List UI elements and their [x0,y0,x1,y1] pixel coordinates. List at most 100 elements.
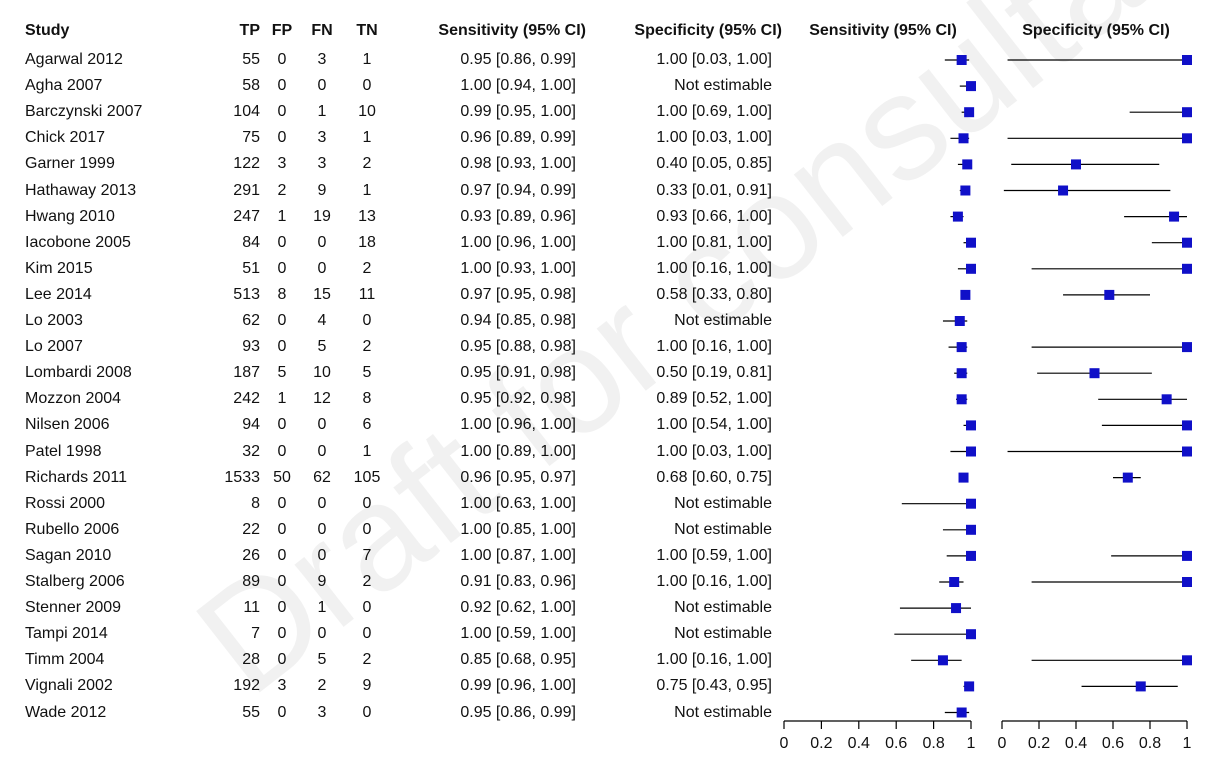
tp-value: 291 [233,181,260,199]
study-name: Sagan 2010 [25,546,112,564]
sensitivity-ci-text: 0.95 [0.92, 0.98] [460,390,576,408]
sensitivity-point [952,211,963,222]
specificity-ci-text: 1.00 [0.16, 1.00] [656,651,772,669]
specificity-tick-label: 0.8 [1139,735,1161,752]
tp-value: 11 [243,599,260,617]
fp-value: 3 [277,677,287,695]
sensitivity-point [966,629,976,640]
sensitivity-ci-text: 0.99 [0.96, 1.00] [460,677,576,695]
specificity-point [1135,681,1146,692]
fn-value: 15 [313,285,331,303]
sensitivity-ci-text: 0.97 [0.95, 0.98] [460,285,576,303]
tp-value: 247 [233,207,260,225]
specificity-ci-text: 1.00 [0.03, 1.00] [656,51,772,68]
fn-value: 0 [317,625,327,643]
sensitivity-point [962,159,973,170]
study-name: Rubello 2006 [25,520,120,538]
specificity-point [1089,368,1100,379]
tn-value: 0 [362,599,372,617]
specificity-ci-text: 1.00 [0.69, 1.00] [656,103,772,121]
sensitivity-ci-text: 0.85 [0.68, 0.95] [460,651,576,669]
study-name: Mozzon 2004 [25,390,122,408]
sensitivity-tick-label: 0.4 [848,735,870,752]
study-name: Tampi 2014 [25,625,108,643]
fp-value: 0 [277,259,287,277]
specificity-ci-text: 0.89 [0.52, 1.00] [656,390,772,408]
tp-value: 242 [233,390,260,408]
study-name: Lo 2007 [25,338,83,356]
fp-value: 0 [277,312,287,329]
sensitivity-point [966,524,976,535]
sensitivity-ci-text: 1.00 [0.94, 1.00] [460,77,576,95]
header-sensitivity-plot: Sensitivity (95% CI) [809,22,957,39]
specificity-ci-text: 1.00 [0.59, 1.00] [656,546,772,564]
tn-value: 6 [362,416,372,434]
sensitivity-point [966,263,976,274]
sensitivity-ci-text: 0.98 [0.93, 1.00] [460,155,576,173]
tn-value: 1 [362,442,372,460]
sensitivity-ci-text: 0.91 [0.83, 0.96] [460,573,576,590]
sensitivity-point [956,368,967,379]
sensitivity-point [966,420,976,431]
sensitivity-point [956,394,967,405]
specificity-ci-text: 1.00 [0.16, 1.00] [656,338,772,356]
specificity-tick-label: 0.6 [1102,735,1124,752]
fn-value: 0 [317,416,327,434]
fn-value: 12 [313,390,331,408]
sensitivity-point [966,446,976,457]
sensitivity-point [951,603,962,614]
header-tp: TP [239,22,260,39]
specificity-point [1182,342,1192,353]
fp-value: 0 [277,703,287,721]
specificity-ci-text: Not estimable [674,520,772,538]
specificity-ci-text: 0.50 [0.19, 0.81] [656,364,772,382]
tp-value: 7 [251,625,260,643]
fp-value: 0 [277,651,287,669]
fn-value: 62 [313,468,331,486]
tn-value: 9 [362,677,372,695]
sensitivity-ci-text: 0.92 [0.62, 1.00] [460,599,576,617]
specificity-tick-label: 1 [1183,735,1192,752]
sensitivity-tick-label: 1 [967,735,976,752]
fn-value: 9 [317,181,327,199]
fn-value: 1 [317,599,327,617]
fp-value: 50 [273,468,291,486]
study-name: Barczynski 2007 [25,103,143,121]
tp-value: 1533 [224,468,260,486]
specificity-tick-label: 0.4 [1065,735,1087,752]
study-name: Vignali 2002 [25,677,113,695]
sensitivity-ci-text: 1.00 [0.63, 1.00] [460,494,576,512]
sensitivity-point [956,55,967,65]
specificity-ci-text: 1.00 [0.16, 1.00] [656,573,772,590]
sensitivity-tick-label: 0.2 [810,735,832,752]
fn-value: 0 [317,442,327,460]
sensitivity-point [964,681,975,692]
tp-value: 104 [233,103,260,121]
sensitivity-point [956,342,967,353]
specificity-ci-text: Not estimable [674,312,772,329]
tn-value: 18 [358,233,376,251]
specificity-point [1058,185,1069,196]
fn-value: 0 [317,520,327,538]
study-name: Wade 2012 [25,703,107,721]
tn-value: 13 [358,207,376,225]
header-fn: FN [311,22,333,39]
tn-value: 2 [362,155,372,173]
sensitivity-point [966,498,976,509]
specificity-point [1182,263,1192,274]
study-name: Richards 2011 [25,468,127,486]
specificity-point [1182,446,1192,457]
tn-value: 105 [353,468,381,486]
sensitivity-ci-text: 1.00 [0.93, 1.00] [460,259,576,277]
fn-value: 19 [313,207,331,225]
tn-value: 0 [362,77,372,95]
tn-value: 11 [358,285,376,303]
fn-value: 0 [317,546,327,564]
specificity-point [1182,55,1192,65]
fn-value: 5 [317,651,327,669]
tn-value: 0 [362,312,372,329]
fp-value: 0 [277,416,287,434]
sensitivity-ci-text: 0.99 [0.95, 1.00] [460,103,576,121]
study-name: Rossi 2000 [25,494,106,512]
